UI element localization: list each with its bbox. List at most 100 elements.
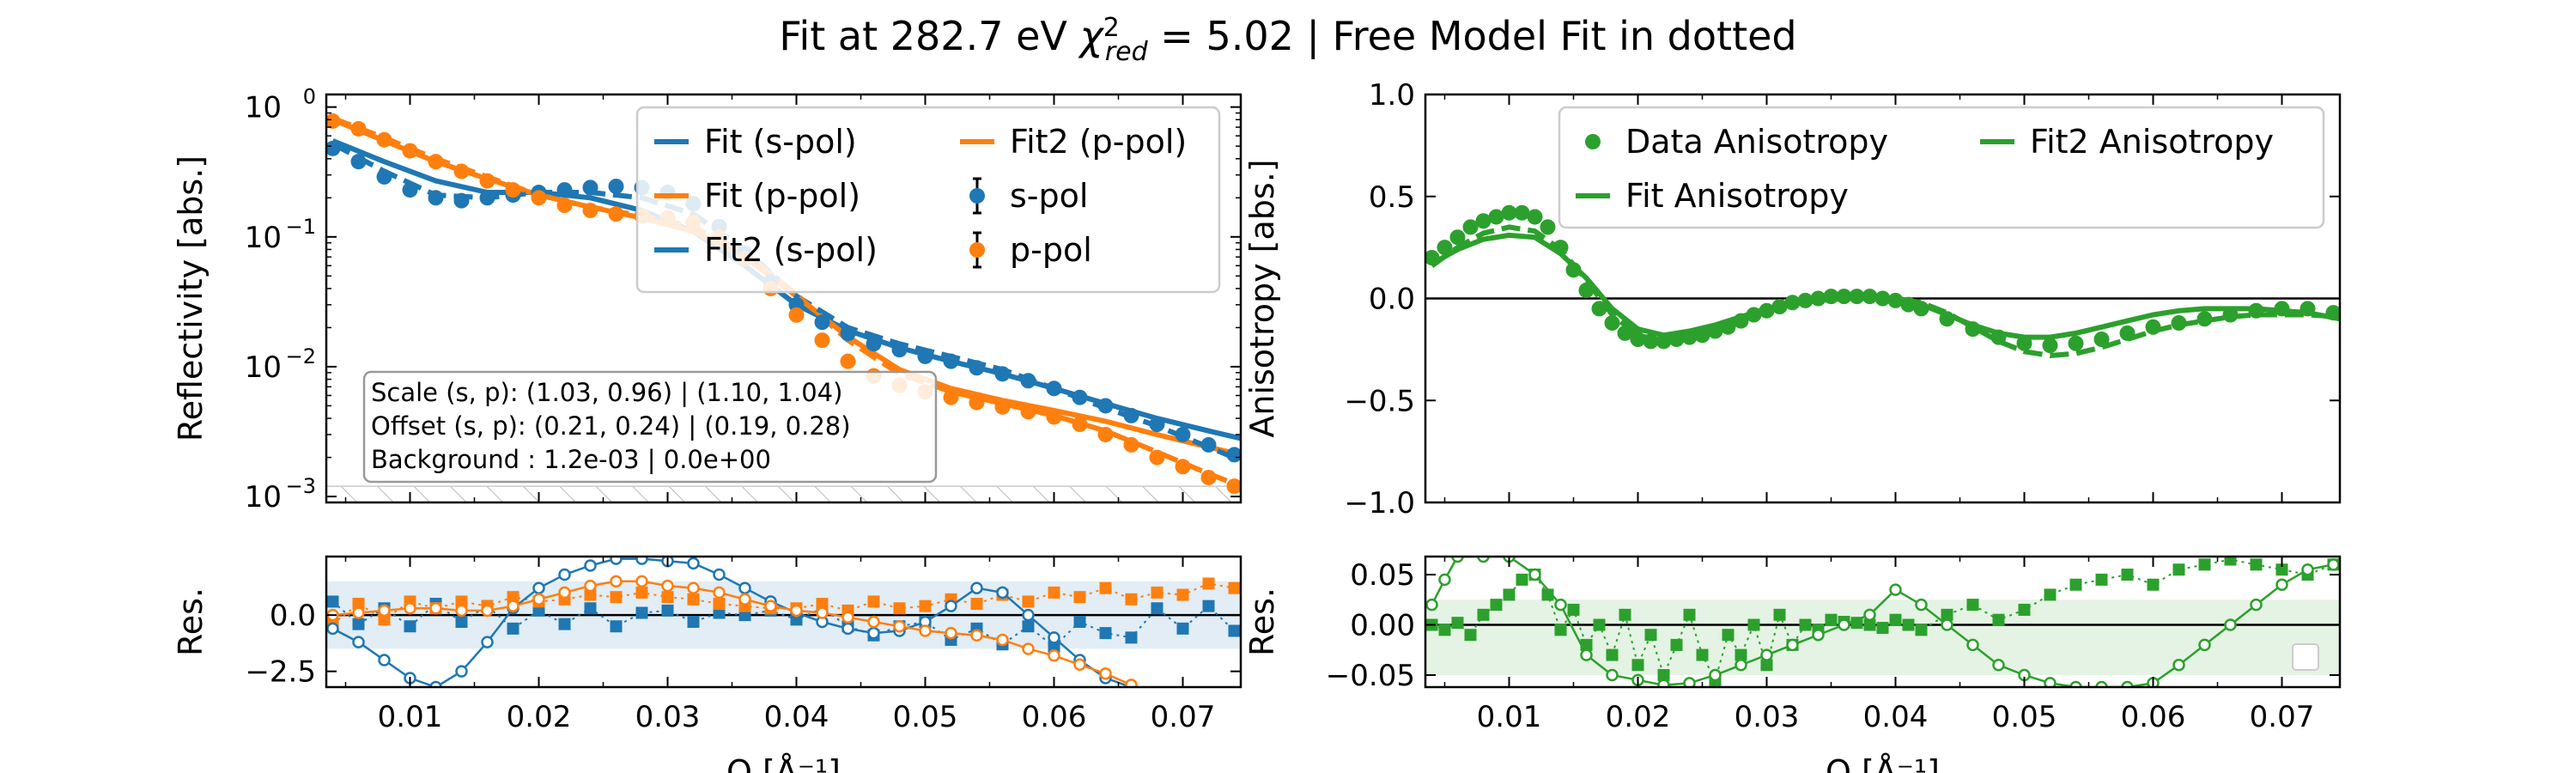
series-data-anisotropy-point (1437, 240, 1453, 256)
series-p-pol-point (1175, 459, 1191, 475)
series-s-pol-residual-point (455, 616, 468, 628)
series-anisotropy-residual-point (2172, 563, 2185, 576)
y-tick-label: 0.05 (1350, 558, 1415, 593)
series-p-pol-point (376, 131, 392, 148)
title-main: Fit at 282.7 eV (779, 13, 1079, 59)
series-s-pol-free-residual-point (584, 559, 597, 572)
series-s-pol-free-residual-point (945, 600, 957, 612)
series-data-anisotropy-point (2042, 338, 2058, 354)
series-p-pol-free-residual-point (867, 615, 880, 629)
series-anisotropy-residual-point (1773, 608, 1786, 621)
series-p-pol-point (1123, 436, 1139, 453)
series-p-pol-free-residual-point (455, 604, 468, 618)
axes-frame (325, 555, 1242, 689)
y-tick-exponent: −2 (286, 344, 316, 368)
fit-parameters-box: Scale (s, p): (1.03, 0.96) | (1.10, 1.04… (362, 370, 938, 484)
y-tick-label: 0.5 (1369, 180, 1415, 215)
series-p-pol-free-residual-point (1125, 679, 1138, 687)
series-anisotropy-residual-point (1516, 573, 1528, 586)
series-s-pol-point (943, 353, 959, 369)
series-p-pol-free-residual-point (970, 629, 983, 642)
y-tick-base: 10 (245, 221, 282, 255)
series-s-pol-residual-point (1125, 631, 1138, 644)
legend-marker (1585, 134, 1601, 149)
series-anisotropy-free-residual-point (1657, 679, 1670, 687)
series-anisotropy-free-residual-point (2250, 598, 2263, 612)
series-p-pol-free-residual-point (1099, 667, 1112, 680)
series-p-pol-point (531, 190, 547, 206)
series-s-pol-point (994, 366, 1011, 382)
series-s-pol-free-residual-point (996, 586, 1009, 600)
series-s-pol-free-residual-point (1022, 608, 1035, 622)
series-anisotropy-free-residual-point (2301, 563, 2314, 576)
series-p-pol-free-residual-point (1048, 649, 1060, 662)
legend-label: Fit Anisotropy (1625, 177, 1849, 215)
series-anisotropy-residual-point (2121, 569, 2134, 581)
series-s-pol-residual-point (1151, 602, 1163, 615)
series-s-pol-point (1046, 380, 1062, 397)
series-p-pol-free-residual-point (661, 579, 674, 593)
series-s-pol-residual-point (1202, 600, 1215, 612)
y-tick-label: 10 (245, 480, 282, 514)
title-sup: 2 (1103, 13, 1120, 43)
series-s-pol-residual-point (584, 602, 597, 615)
series-p-pol-point (943, 389, 959, 405)
x-tick-label: 0.06 (2121, 700, 2186, 734)
series-anisotropy-residual-point (1992, 613, 2005, 626)
series-anisotropy-residual-point (1799, 618, 1812, 631)
series-s-pol-free-residual-point (713, 568, 726, 581)
series-anisotropy-free-residual-point (1683, 677, 1696, 687)
y-tick-label: 10 (245, 350, 282, 385)
plot-area (326, 113, 1241, 502)
y-axis-label: Anisotropy [abs.] (1243, 159, 1281, 437)
title-tail: = 5.02 | Free Model Fit in dotted (1148, 13, 1797, 60)
series-anisotropy-free-residual-point (2198, 638, 2211, 652)
series-s-pol-free-residual-point (970, 581, 983, 594)
figure-title: Fit at 282.7 eV χ2 red = 5.02 | Free Mode… (779, 13, 1796, 67)
series-p-pol-point (453, 163, 470, 180)
series-p-pol-free-residual-point (429, 602, 442, 615)
y-tick-label: −0.5 (1344, 384, 1415, 418)
series-p-pol-point (1226, 478, 1241, 495)
y-tick-label: −0.05 (1326, 659, 1415, 693)
reflectivity-legend: Fit (s-pol) Fit (p-pol) Fit2 (s-pol) Fit2 (… (635, 106, 1221, 294)
series-anisotropy-residual-point (1722, 629, 1735, 642)
series-p-pol-free-residual-point (893, 619, 906, 633)
series-p-pol-free-residual-point (816, 606, 829, 619)
series-data-anisotropy-point (1488, 209, 1504, 225)
series-s-pol-free-residual-point (481, 636, 494, 648)
series-s-pol-point (402, 182, 418, 198)
series-s-pol-point (1123, 407, 1139, 423)
series-s-pol-point (969, 360, 985, 376)
axes-frame (325, 93, 1242, 504)
series-anisotropy-residual-point (1567, 603, 1580, 616)
x-tick-label: 0.01 (1477, 700, 1542, 734)
y-axis-label: Reflectivity [abs.] (172, 155, 210, 441)
legend-frame (1558, 106, 2325, 229)
series-s-pol-residual-point (1048, 640, 1060, 653)
series-p-pol-residual-point (1048, 586, 1060, 599)
series-p-pol-point (994, 399, 1011, 415)
series-p-pol-point (788, 307, 805, 323)
series-s-pol-free-residual-point (738, 581, 751, 594)
series-p-pol-residual-point (1176, 588, 1189, 601)
series-anisotropy-free-residual-point (1528, 568, 1541, 581)
series-anisotropy-residual-point (1941, 608, 1953, 621)
series-s-pol-point (814, 314, 830, 331)
series-data-anisotropy-point (1656, 333, 1672, 350)
x-axis-label: Q [Å⁻¹] (726, 753, 841, 773)
series-anisotropy-residual-point (1644, 629, 1657, 642)
y-tick-base: 10 (245, 350, 282, 385)
series-p-pol-free-residual-point (1022, 642, 1035, 655)
series-p-pol-residual-point (507, 591, 519, 604)
legend-marker (969, 242, 985, 258)
plot-area (326, 557, 1241, 687)
x-tick-label: 0.03 (1735, 700, 1800, 734)
series-p-pol-residual-point (1022, 595, 1035, 608)
series-s-pol-residual-point (558, 618, 571, 630)
series-anisotropy-free-residual-point (1992, 659, 2005, 672)
series-p-pol-free-residual-point (378, 604, 391, 618)
series-p-pol-point (556, 198, 573, 214)
series-anisotropy-residual-point (1747, 618, 1760, 631)
x-tick-label: 0.05 (893, 700, 958, 734)
